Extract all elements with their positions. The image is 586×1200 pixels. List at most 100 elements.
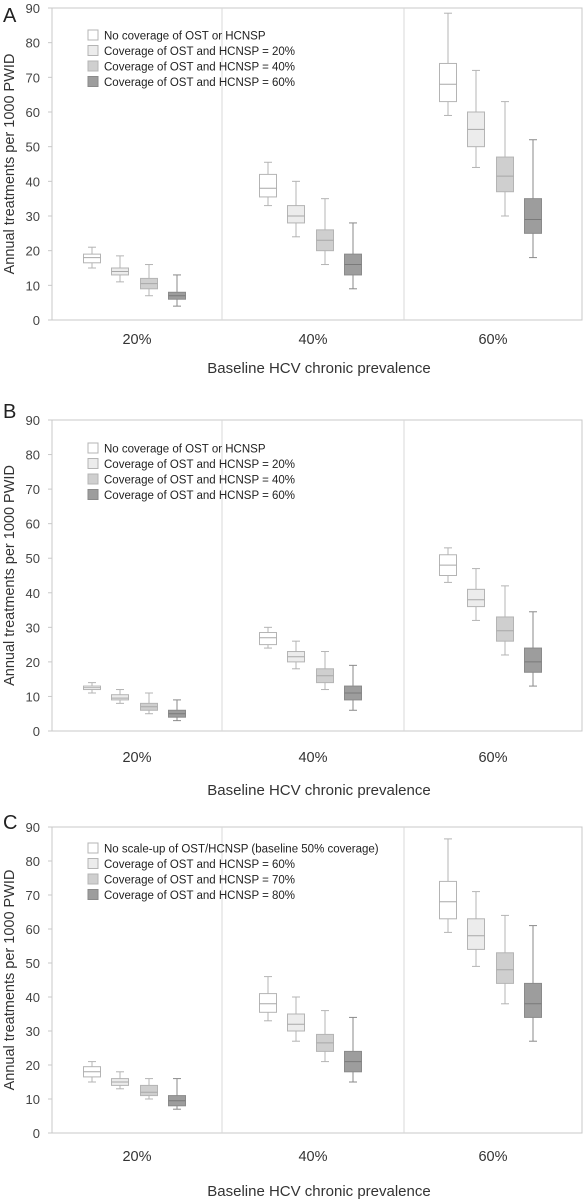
chart-panel-b: B 0 10 20 30 40 50 60 70 80 90 Annual treatments pe… (2, 401, 583, 799)
y-tick-label: 80 (26, 854, 40, 869)
y-axis-label: Annual treatments per 1000 PWID (2, 54, 18, 275)
box-group (496, 914, 514, 1005)
y-tick-label: 70 (26, 70, 40, 85)
box-group (111, 689, 129, 704)
box-group (287, 640, 305, 670)
y-tick-label: 60 (26, 517, 40, 532)
box (287, 1013, 305, 1032)
chart-panel-c: C 0 10 20 30 40 50 60 70 80 90 Annual treatments pe… (2, 812, 583, 1200)
legend-swatch (87, 458, 99, 469)
box-group (316, 198, 334, 266)
box-group (344, 1016, 362, 1083)
legend-swatch (87, 842, 99, 854)
box (439, 880, 457, 920)
legend-label: No coverage of OST or HCNSP (104, 444, 266, 456)
y-tick-label: 40 (26, 990, 40, 1005)
legend-label: Coverage of OST and HCNSP = 20% (104, 459, 295, 471)
y-tick-label: 90 (26, 1, 40, 16)
x-tick-label: 60% (478, 750, 507, 766)
chart-panel-a: A 0 10 20 30 40 50 60 70 80 90 Annual treatments pe… (2, 1, 583, 377)
box-group (467, 568, 485, 621)
box-group (140, 1078, 158, 1100)
y-tick-label: 30 (26, 1024, 40, 1039)
box (259, 173, 277, 198)
box (524, 198, 542, 234)
y-tick-label: 30 (26, 620, 40, 635)
y-tick-label: 30 (26, 209, 40, 224)
legend: No coverage of OST or HCNSP Coverage of O… (87, 442, 295, 502)
legend-swatch (87, 889, 99, 900)
legend-label: Coverage of OST and HCNSP = 40% (104, 475, 295, 487)
x-tick-label: 40% (298, 1149, 327, 1165)
box-group (496, 101, 514, 217)
box-group (439, 12, 457, 116)
y-tick-label: 0 (33, 313, 40, 328)
legend-label: Coverage of OST and HCNSP = 40% (104, 62, 295, 74)
box-group (439, 838, 457, 933)
y-tick-label: 20 (26, 655, 40, 670)
y-tick-label: 40 (26, 586, 40, 601)
y-tick-label: 70 (26, 888, 40, 903)
box-group (111, 1071, 129, 1090)
box (83, 253, 101, 264)
box-group (316, 651, 334, 691)
y-tick-label: 40 (26, 174, 40, 189)
x-axis-label: Baseline HCV chronic prevalence (207, 1183, 430, 1200)
plot-frame (51, 826, 583, 1134)
legend-swatch (87, 858, 99, 869)
box (140, 1084, 158, 1097)
plot-frame (51, 419, 583, 732)
box-group (140, 264, 158, 297)
y-tick-label: 50 (26, 956, 40, 971)
x-axis-label: Baseline HCV chronic prevalence (207, 360, 430, 377)
box-group (344, 222, 362, 290)
x-tick-label: 60% (478, 332, 507, 348)
y-axis-label: Annual treatments per 1000 PWID (2, 465, 18, 686)
y-tick-label: 0 (33, 1126, 40, 1141)
legend-label: Coverage of OST and HCNSP = 60% (104, 859, 295, 871)
box (287, 205, 305, 224)
legend-swatch (87, 76, 99, 87)
y-tick-label: 20 (26, 1058, 40, 1073)
y-tick-label: 90 (26, 413, 40, 428)
legend-label: Coverage of OST and HCNSP = 60% (104, 490, 295, 502)
legend-swatch (87, 45, 99, 56)
box-group (168, 699, 186, 722)
box-group (439, 547, 457, 583)
panel-label: B (3, 401, 16, 423)
box (111, 694, 129, 701)
legend-swatch (87, 489, 99, 500)
y-tick-label: 90 (26, 820, 40, 835)
box (259, 632, 277, 646)
legend: No scale-up of OST/HCNSP (baseline 50% c… (87, 842, 379, 902)
y-tick-label: 60 (26, 922, 40, 937)
legend-swatch (87, 60, 99, 72)
y-tick-label: 80 (26, 448, 40, 463)
x-tick-label: 60% (478, 1149, 507, 1165)
y-tick-label: 80 (26, 36, 40, 51)
y-tick-label: 50 (26, 140, 40, 155)
x-tick-label: 20% (122, 332, 151, 348)
box-group (496, 585, 514, 656)
legend-swatch (87, 442, 99, 454)
legend-swatch (87, 473, 99, 485)
x-axis-label: Baseline HCV chronic prevalence (207, 782, 430, 799)
box-group (168, 1078, 186, 1110)
box (259, 993, 277, 1013)
box (496, 952, 514, 984)
box (524, 647, 542, 673)
box (467, 588, 485, 608)
box-group (467, 69, 485, 168)
box-group (287, 996, 305, 1042)
box (524, 982, 542, 1018)
y-tick-label: 0 (33, 724, 40, 739)
y-axis-label: Annual treatments per 1000 PWID (2, 870, 18, 1091)
box-group (111, 255, 129, 283)
box-group (287, 180, 305, 238)
legend-label: Coverage of OST and HCNSP = 60% (104, 77, 295, 89)
y-tick-label: 10 (26, 689, 40, 704)
x-tick-label: 20% (122, 1149, 151, 1165)
y-tick-label: 50 (26, 551, 40, 566)
legend-label: Coverage of OST and HCNSP = 70% (104, 875, 295, 887)
